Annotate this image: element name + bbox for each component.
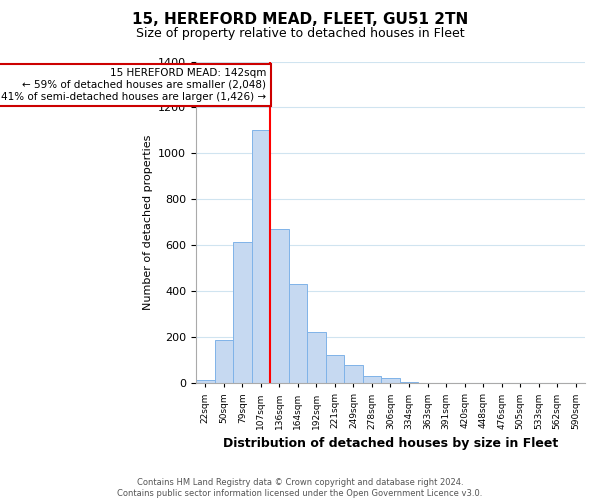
Bar [215, 340, 233, 384]
Bar [381, 378, 400, 384]
Text: Contains HM Land Registry data © Crown copyright and database right 2024.
Contai: Contains HM Land Registry data © Crown c… [118, 478, 482, 498]
X-axis label: Distribution of detached houses by size in Fleet: Distribution of detached houses by size … [223, 437, 558, 450]
Bar [251, 130, 270, 384]
Text: Size of property relative to detached houses in Fleet: Size of property relative to detached ho… [136, 28, 464, 40]
Text: 15 HEREFORD MEAD: 142sqm
← 59% of detached houses are smaller (2,048)
41% of sem: 15 HEREFORD MEAD: 142sqm ← 59% of detach… [1, 68, 266, 102]
Bar [400, 382, 418, 384]
Bar [270, 230, 289, 384]
Bar [344, 365, 363, 384]
Bar [363, 376, 381, 384]
Bar [233, 242, 251, 384]
Bar [196, 380, 215, 384]
Bar [326, 354, 344, 384]
Text: 15, HEREFORD MEAD, FLEET, GU51 2TN: 15, HEREFORD MEAD, FLEET, GU51 2TN [132, 12, 468, 28]
Bar [289, 284, 307, 384]
Bar [307, 332, 326, 384]
Y-axis label: Number of detached properties: Number of detached properties [143, 134, 152, 310]
